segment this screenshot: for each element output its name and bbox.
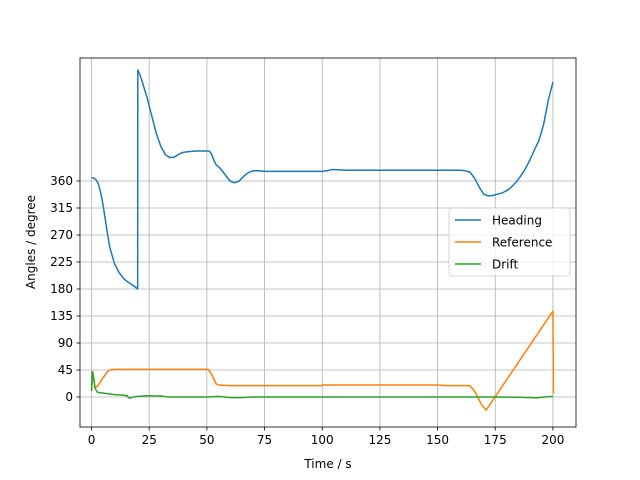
series-line-reference xyxy=(90,310,555,411)
x-tick-label: 125 xyxy=(368,433,391,447)
x-tick-label: 100 xyxy=(311,433,334,447)
legend-box xyxy=(448,207,571,277)
x-tick-label: 175 xyxy=(484,433,507,447)
y-tick-label: 270 xyxy=(50,228,73,242)
legend: Heading Reference Drift xyxy=(448,207,571,277)
legend-label-heading: Heading xyxy=(492,214,542,228)
legend-label-reference: Reference xyxy=(492,236,552,250)
y-tick-label: 225 xyxy=(50,255,73,269)
y-tick-label: 135 xyxy=(50,309,73,323)
y-axis: 0 45 90 135 180 225 270 315 360 xyxy=(50,174,80,404)
x-tick-label: 200 xyxy=(541,433,564,447)
y-tick-label: 0 xyxy=(65,390,73,404)
y-tick-label: 180 xyxy=(50,282,73,296)
series-layer xyxy=(90,69,555,411)
x-tick-label: 75 xyxy=(257,433,272,447)
legend-label-drift: Drift xyxy=(492,258,519,272)
x-tick-label: 25 xyxy=(142,433,157,447)
plot-frame xyxy=(79,57,577,428)
series-line-heading xyxy=(91,69,554,290)
x-tick-label: 50 xyxy=(199,433,214,447)
series-line-drift xyxy=(90,371,553,399)
x-tick-label: 150 xyxy=(426,433,449,447)
y-tick-label: 315 xyxy=(50,201,73,215)
y-tick-label: 360 xyxy=(50,174,73,188)
y-axis-label: Angles / degree xyxy=(24,195,38,289)
y-tick-label: 45 xyxy=(58,363,73,377)
y-tick-label: 90 xyxy=(58,336,73,350)
x-tick-label: 0 xyxy=(88,433,96,447)
x-axis: 0 25 50 75 100 125 150 175 200 xyxy=(88,427,564,447)
x-axis-label: Time / s xyxy=(303,457,351,471)
